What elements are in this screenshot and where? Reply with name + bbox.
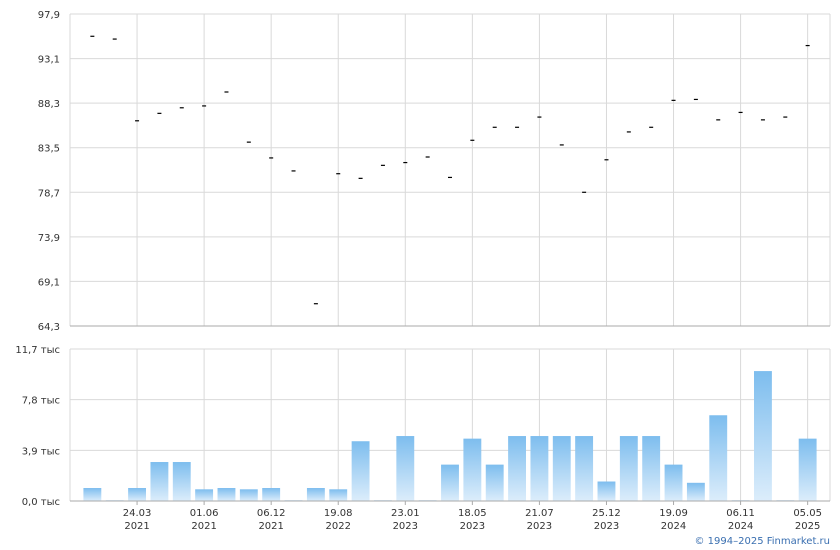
bar <box>619 436 638 501</box>
bar <box>239 489 258 501</box>
bar <box>262 488 281 501</box>
bar <box>172 462 191 501</box>
x-tick-label: 2025 <box>795 521 820 532</box>
bar <box>441 464 459 501</box>
x-tick-label: 06.12 <box>257 508 286 519</box>
x-tick-label: 2024 <box>661 521 686 532</box>
bar <box>575 436 594 501</box>
x-tick-label: 25.12 <box>592 508 621 519</box>
bar <box>686 482 705 501</box>
x-tick-label: 2021 <box>258 521 283 532</box>
x-tick-label: 24.03 <box>123 508 152 519</box>
bar <box>329 489 348 501</box>
x-tick-label: 06.11 <box>726 508 755 519</box>
x-tick-label: 18.05 <box>458 508 487 519</box>
bar <box>664 464 683 501</box>
x-tick-label: 2024 <box>728 521 753 532</box>
bar <box>306 488 325 501</box>
x-tick-label: 05.05 <box>793 508 822 519</box>
x-tick-label: 19.08 <box>324 508 353 519</box>
bar <box>597 481 616 501</box>
y-tick-label: 64,3 <box>38 322 60 333</box>
bar <box>83 488 102 501</box>
bar <box>508 436 526 501</box>
bar <box>128 488 146 501</box>
y-tick-label: 7,8 тыс <box>22 396 60 407</box>
x-tick-label: 21.07 <box>525 508 554 519</box>
bar <box>709 415 728 501</box>
y-tick-label: 83,5 <box>38 144 60 155</box>
y-tick-label: 97,9 <box>38 10 60 21</box>
x-tick-label: 01.06 <box>190 508 219 519</box>
bar <box>798 438 817 501</box>
bar <box>463 438 482 501</box>
x-tick-label: 23.01 <box>391 508 420 519</box>
x-tick-label: 2023 <box>527 521 552 532</box>
bar <box>485 464 504 501</box>
x-tick-label: 2021 <box>191 521 216 532</box>
credit-link[interactable]: © 1994–2025 Finmarket.ru <box>694 536 830 547</box>
y-tick-label: 88,3 <box>38 99 60 110</box>
y-tick-label: 11,7 тыс <box>15 345 60 356</box>
bar <box>552 436 571 501</box>
x-tick-label: 2022 <box>326 521 351 532</box>
y-tick-label: 69,1 <box>38 277 60 288</box>
y-tick-label: 0,0 тыс <box>22 497 60 508</box>
bar <box>351 441 370 501</box>
bar <box>396 436 415 501</box>
x-tick-label: 2023 <box>594 521 619 532</box>
y-tick-label: 93,1 <box>38 55 60 66</box>
x-tick-label: 2023 <box>460 521 485 532</box>
y-tick-label: 3,9 тыс <box>22 446 60 457</box>
x-tick-label: 19.09 <box>659 508 688 519</box>
y-tick-label: 78,7 <box>38 188 60 199</box>
x-tick-label: 2023 <box>393 521 418 532</box>
bar <box>195 489 214 501</box>
bar <box>217 488 236 501</box>
bar <box>150 462 169 501</box>
bar <box>642 436 661 501</box>
x-tick-label: 2021 <box>124 521 149 532</box>
bar <box>754 371 772 501</box>
y-tick-label: 73,9 <box>38 233 60 244</box>
bar <box>530 436 549 501</box>
